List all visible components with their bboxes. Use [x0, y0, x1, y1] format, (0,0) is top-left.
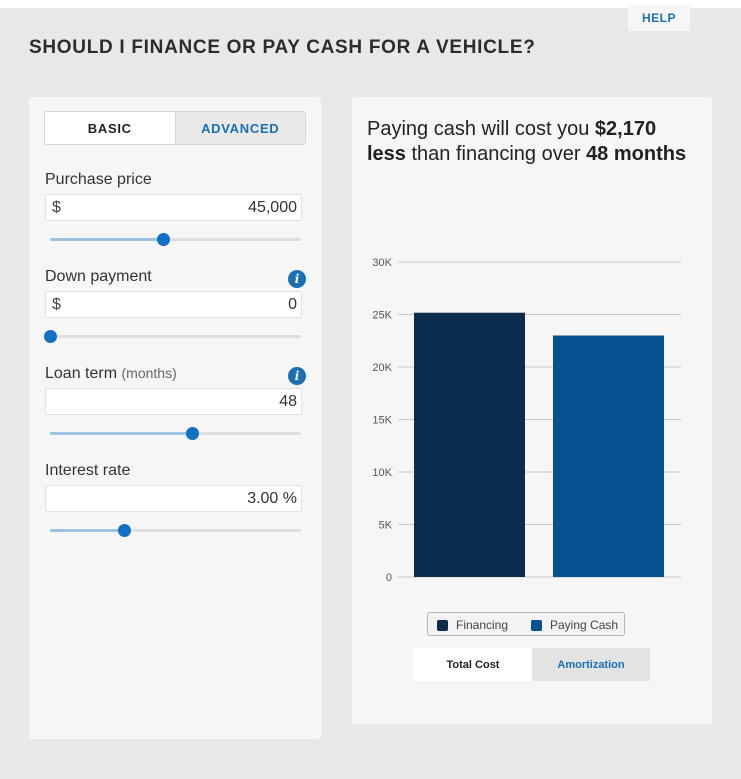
tab-total-cost[interactable]: Total Cost: [414, 648, 532, 681]
results-panel: Paying cash will cost you $2,170 less th…: [352, 97, 712, 724]
chart-legend: Financing Paying Cash: [427, 612, 625, 636]
legend-item-financing: Financing: [437, 618, 508, 632]
interest-rate-input[interactable]: 3.00 %: [45, 485, 302, 512]
down-payment-slider[interactable]: [44, 329, 301, 343]
y-tick-label: 30K: [372, 257, 392, 269]
down-payment-label: Down payment: [45, 268, 152, 285]
y-tick-label: 15K: [372, 415, 392, 427]
bar-paying-cash: [553, 335, 664, 577]
tab-advanced[interactable]: ADVANCED: [174, 112, 305, 144]
summary-amount: $2,170: [594, 118, 657, 140]
slider-thumb[interactable]: [156, 233, 170, 246]
summary-text-mid: than financing over: [405, 143, 587, 165]
loan-term-label: Loan term (months): [45, 365, 177, 383]
currency-prefix: $: [52, 296, 61, 313]
loan-term-label-text: Loan term: [45, 365, 118, 382]
loan-term-slider[interactable]: [50, 426, 301, 440]
down-payment-input[interactable]: $ 0: [45, 291, 302, 318]
down-payment-value: 0: [288, 296, 297, 313]
slider-track: [50, 238, 301, 241]
slider-fill: [50, 238, 163, 241]
slider-track: [50, 335, 301, 338]
bar-financing: [414, 312, 525, 577]
slider-fill: [50, 432, 192, 435]
slider-thumb[interactable]: [44, 330, 57, 343]
info-icon[interactable]: i: [288, 367, 306, 385]
cost-bar-chart: 0 5K 10K 15K 20K 25K 30K: [372, 257, 681, 584]
y-tick-label: 0: [386, 572, 392, 584]
interest-rate-label: Interest rate: [45, 462, 131, 479]
slider-track: [50, 529, 301, 532]
loan-term-sublabel: (months): [121, 365, 177, 381]
legend-item-paying-cash: Paying Cash: [531, 618, 618, 632]
purchase-price-input[interactable]: $ 45,000: [45, 194, 302, 221]
summary-months: 48: [586, 143, 609, 165]
page-title: SHOULD I FINANCE OR PAY CASH FOR A VEHIC…: [29, 37, 536, 58]
legend-swatch-paying-cash: [531, 619, 542, 631]
result-summary: Paying cash will cost you $2,170 less th…: [367, 117, 697, 167]
purchase-price-slider[interactable]: [50, 232, 301, 246]
loan-term-input[interactable]: 48: [45, 388, 302, 415]
purchase-price-value: 45,000: [248, 199, 297, 216]
tab-amortization[interactable]: Amortization: [532, 648, 650, 681]
purchase-price-label: Purchase price: [45, 171, 152, 188]
y-tick-label: 25K: [372, 310, 392, 322]
mode-tabs: BASIC ADVANCED: [44, 111, 306, 145]
help-button[interactable]: HELP: [628, 5, 690, 31]
y-tick-label: 10K: [372, 467, 392, 479]
tab-basic[interactable]: BASIC: [45, 112, 175, 144]
legend-swatch-financing: [437, 619, 448, 631]
legend-label-paying-cash: Paying Cash: [550, 618, 619, 632]
loan-term-value: 48: [279, 393, 297, 410]
y-tick-label: 20K: [372, 362, 392, 374]
input-panel: BASIC ADVANCED Purchase price $ 45,000 D…: [29, 97, 321, 739]
summary-less: less: [367, 143, 406, 165]
info-icon[interactable]: i: [288, 270, 306, 288]
legend-label-financing: Financing: [456, 618, 509, 632]
slider-thumb[interactable]: [118, 524, 132, 537]
summary-text-pre: Paying cash will cost you: [367, 118, 595, 140]
interest-rate-slider[interactable]: [50, 523, 301, 537]
slider-fill: [50, 529, 125, 532]
summary-months-word: months: [613, 143, 687, 165]
currency-prefix: $: [52, 199, 61, 216]
y-tick-label: 5K: [379, 520, 393, 532]
slider-thumb[interactable]: [185, 427, 199, 440]
interest-rate-value: 3.00 %: [247, 490, 297, 507]
view-tabs: Total Cost Amortization: [414, 648, 650, 681]
